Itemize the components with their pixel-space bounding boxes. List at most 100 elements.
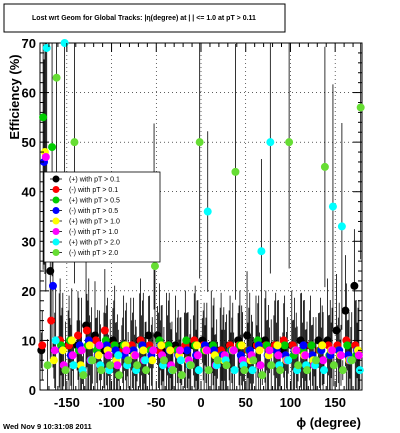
- data-point: [276, 366, 285, 375]
- data-point: [124, 356, 133, 365]
- data-point: [166, 346, 175, 355]
- data-point: [257, 247, 266, 256]
- data-point: [97, 366, 106, 375]
- x-tick-label: -50: [147, 395, 166, 410]
- legend-label: (+) with pT > 0.5: [69, 198, 120, 205]
- data-point: [319, 356, 328, 365]
- data-point: [149, 346, 158, 355]
- data-point: [49, 356, 58, 365]
- legend-marker: [52, 238, 60, 246]
- data-point: [203, 207, 212, 216]
- data-point: [104, 351, 113, 360]
- data-point: [341, 306, 350, 315]
- data-point: [332, 326, 341, 335]
- y-axis-ticks: 0 10 20 30 40 50 60 70: [22, 36, 362, 398]
- data-point: [94, 351, 103, 360]
- legend-marker: [52, 217, 60, 225]
- y-tick-label: 20: [22, 284, 36, 299]
- data-point: [347, 356, 356, 365]
- y-tick-label: 70: [22, 36, 36, 51]
- y-tick-label: 60: [22, 86, 36, 101]
- x-tick-label: 0: [197, 395, 204, 410]
- data-point: [70, 138, 79, 147]
- data-point: [95, 341, 104, 350]
- data-point: [284, 356, 293, 365]
- y-tick-label: 0: [29, 383, 36, 398]
- data-point: [144, 331, 153, 340]
- data-point: [343, 341, 352, 350]
- data-point: [77, 346, 86, 355]
- data-point: [48, 143, 57, 152]
- data-point: [354, 351, 363, 360]
- plot-area: [37, 39, 365, 391]
- data-point: [248, 366, 257, 375]
- data-point: [301, 351, 310, 360]
- data-point: [299, 341, 308, 350]
- data-point: [100, 326, 109, 335]
- data-point: [337, 222, 346, 231]
- legend-entries: (+) with pT > 0.1 (-) with pT > 0.1 (+) wi…: [50, 175, 120, 257]
- data-point: [255, 346, 264, 355]
- data-point: [67, 336, 76, 345]
- data-point: [168, 366, 177, 375]
- data-point: [356, 103, 365, 112]
- data-point: [328, 346, 337, 355]
- data-point: [336, 351, 345, 360]
- data-point: [265, 346, 274, 355]
- data-point: [52, 73, 61, 82]
- data-point: [141, 356, 150, 365]
- data-point: [114, 351, 123, 360]
- data-point: [274, 351, 283, 360]
- data-point: [50, 346, 59, 355]
- legend-label: (+) with pT > 1.0: [69, 219, 120, 226]
- x-tick-label: 50: [238, 395, 252, 410]
- legend-label: (+) with pT > 0.1: [69, 177, 120, 184]
- data-point: [222, 361, 231, 370]
- data-point: [60, 39, 69, 47]
- data-point: [150, 262, 159, 271]
- data-point: [243, 331, 252, 340]
- data-point: [39, 113, 48, 122]
- data-point: [320, 162, 329, 171]
- data-point: [294, 361, 303, 370]
- legend-marker: [52, 207, 60, 214]
- data-point: [85, 341, 94, 350]
- x-tick-label: 150: [324, 395, 346, 410]
- x-tick-label: 100: [280, 395, 302, 410]
- data-point: [159, 356, 168, 365]
- data-point: [303, 366, 312, 375]
- legend-marker: [52, 175, 60, 183]
- data-point: [43, 361, 52, 370]
- data-point: [82, 326, 91, 335]
- x-tick-label: -100: [99, 395, 125, 410]
- data-point: [113, 361, 122, 370]
- data-point: [350, 281, 359, 290]
- timestamp: Wed Nov 9 10:31:08 2011: [3, 422, 92, 431]
- data-point: [115, 371, 124, 380]
- data-points: [37, 39, 365, 380]
- data-point: [58, 346, 67, 355]
- data-point: [192, 341, 201, 350]
- data-point: [256, 361, 265, 370]
- data-point: [131, 351, 140, 360]
- data-point: [122, 346, 131, 355]
- data-point: [142, 366, 151, 375]
- data-point: [204, 366, 213, 375]
- legend-label: (+) with pT > 2.0: [69, 240, 120, 247]
- data-point: [249, 356, 258, 365]
- data-point: [280, 341, 289, 350]
- x-axis-ticks: -150 -100 -50 0 50 100 150: [39, 43, 363, 410]
- data-point: [51, 336, 60, 345]
- y-tick-label: 30: [22, 234, 36, 249]
- data-point: [139, 346, 148, 355]
- data-point: [186, 361, 195, 370]
- data-point: [194, 366, 203, 375]
- data-point: [74, 331, 82, 340]
- data-point: [273, 341, 282, 350]
- data-point: [338, 366, 347, 375]
- data-point: [237, 341, 246, 350]
- data-point: [79, 371, 88, 380]
- y-tick-label: 40: [22, 185, 36, 200]
- title-frame: [3, 3, 286, 33]
